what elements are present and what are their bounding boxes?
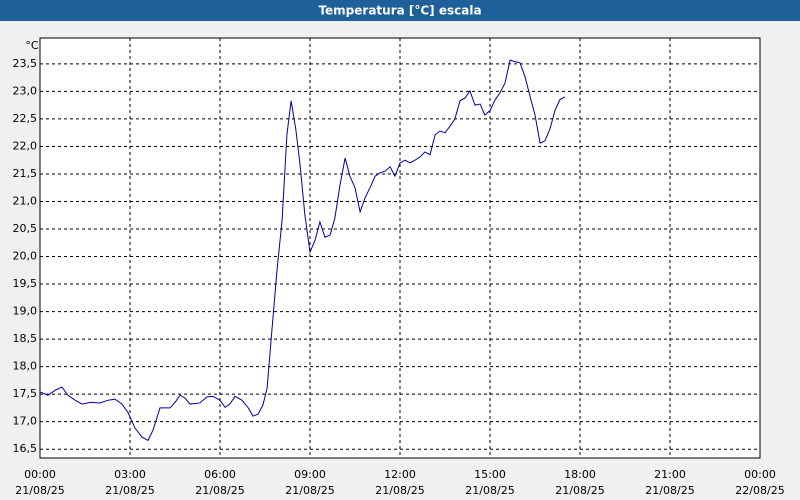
- y-tick-label: 17,5: [13, 387, 38, 400]
- x-tick-label: 18:00: [564, 468, 596, 481]
- y-tick-label: 18,0: [13, 360, 38, 373]
- x-tick-date: 21/08/25: [465, 484, 514, 497]
- x-tick-label: 15:00: [474, 468, 506, 481]
- y-tick-label: 17,0: [13, 415, 38, 428]
- x-tick-label: 21:00: [654, 468, 686, 481]
- y-tick-label: 19,0: [13, 305, 38, 318]
- y-tick-label: 21,5: [13, 167, 38, 180]
- x-tick-label: 00:00: [24, 468, 56, 481]
- x-tick-label: 03:00: [114, 468, 146, 481]
- data-line: [39, 59, 566, 442]
- x-tick-label: 09:00: [294, 468, 326, 481]
- title-bar: [0, 0, 800, 21]
- x-tick-date: 21/08/25: [195, 484, 244, 497]
- x-tick-date: 21/08/25: [555, 484, 604, 497]
- y-tick-label: 23,0: [13, 84, 38, 97]
- y-tick-label: 23,5: [13, 57, 38, 70]
- x-tick-date: 21/08/25: [15, 484, 64, 497]
- x-tick-label: 00:00: [744, 468, 776, 481]
- x-tick-label: 12:00: [384, 468, 416, 481]
- y-tick-label: 18,5: [13, 332, 38, 345]
- x-tick-date: 22/08/25: [735, 484, 784, 497]
- x-tick-date: 21/08/25: [375, 484, 424, 497]
- y-tick-label: 22,0: [13, 139, 38, 152]
- y-tick-label: 20,5: [13, 222, 38, 235]
- x-tick-date: 21/08/25: [285, 484, 334, 497]
- chart-title: Temperatura [°C] escala: [318, 4, 481, 18]
- y-tick-label: 16,5: [13, 442, 38, 455]
- y-tick-label: 22,5: [13, 112, 38, 125]
- x-tick-date: 21/08/25: [105, 484, 154, 497]
- plot-border: [39, 37, 761, 459]
- y-unit: °C: [25, 39, 39, 52]
- x-tick-date: 21/08/25: [645, 484, 694, 497]
- x-tick-label: 06:00: [204, 468, 236, 481]
- y-tick-label: 21,0: [13, 194, 38, 207]
- y-tick-label: 19,5: [13, 277, 38, 290]
- y-tick-label: 20,0: [13, 250, 38, 263]
